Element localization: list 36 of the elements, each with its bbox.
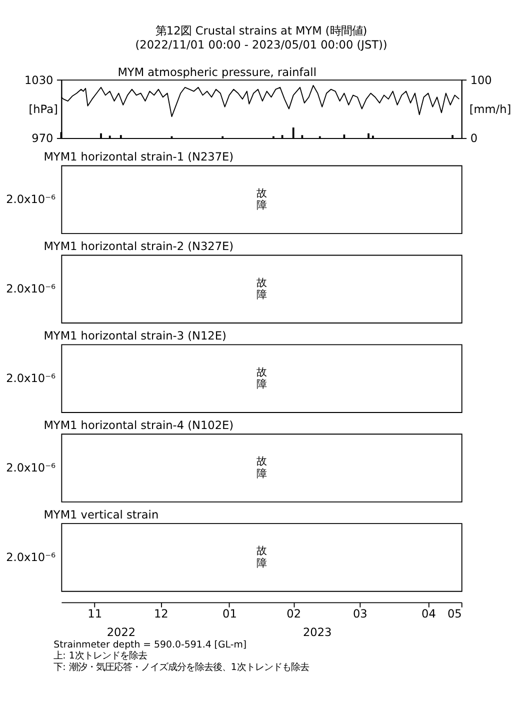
y-tick-label: 970 <box>32 132 54 146</box>
text: 04 <box>422 608 436 621</box>
text: MYM1 horizontal strain-2 (N327E) <box>44 240 234 254</box>
y2-tick-label: 100 <box>470 74 492 87</box>
text: 2.0x10⁻⁶ <box>6 461 56 474</box>
text: MYM1 horizontal strain-4 (N102E) <box>44 418 234 432</box>
text: 故障 <box>256 187 266 212</box>
text: MYM1 vertical strain <box>44 508 159 522</box>
text: 故障 <box>256 545 266 570</box>
text: Strainmeter depth = 590.0-591.4 [GL-m] <box>54 639 247 650</box>
chart-subtitle: (2022/11/01 00:00 - 2023/05/01 00:00 (JST)) <box>135 38 388 52</box>
text: MYM1 horizontal strain-3 (N12E) <box>44 329 226 342</box>
text: 2023 <box>302 626 332 640</box>
text: 11 <box>88 608 102 621</box>
text: MYM1 horizontal strain-1 (N237E) <box>44 150 234 164</box>
text: 01 <box>222 608 237 621</box>
y2-axis-title: [mm/h] <box>469 103 512 116</box>
y-tick-label: 1030 <box>24 74 54 87</box>
text: 2.0x10⁻⁶ <box>6 550 56 564</box>
text: 2.0x10⁻⁶ <box>6 192 56 206</box>
y-axis-title: [hPa] <box>28 103 58 116</box>
text: 2.0x10⁻⁶ <box>6 282 56 296</box>
text: 下: 潮汐・気圧応答・ノイズ成分を除去後、1次トレンドも除去 <box>54 662 309 673</box>
text: 2022 <box>106 626 136 640</box>
text: 03 <box>352 608 368 621</box>
chart-title: 第12図 Crustal strains at MYM (時間値) <box>155 24 368 38</box>
text: 05 <box>448 608 462 621</box>
text: MYM atmospheric pressure, rainfall <box>118 66 316 79</box>
text: 2.0x10⁻⁶ <box>6 372 56 385</box>
text: 12 <box>154 608 168 621</box>
text: 故障 <box>256 456 266 480</box>
text: 02 <box>286 608 302 621</box>
text: 上: 1次トレンドを除去 <box>54 650 147 662</box>
text: 故障 <box>256 366 266 391</box>
y2-tick-label: 0 <box>470 132 478 146</box>
text: 故障 <box>256 276 266 302</box>
